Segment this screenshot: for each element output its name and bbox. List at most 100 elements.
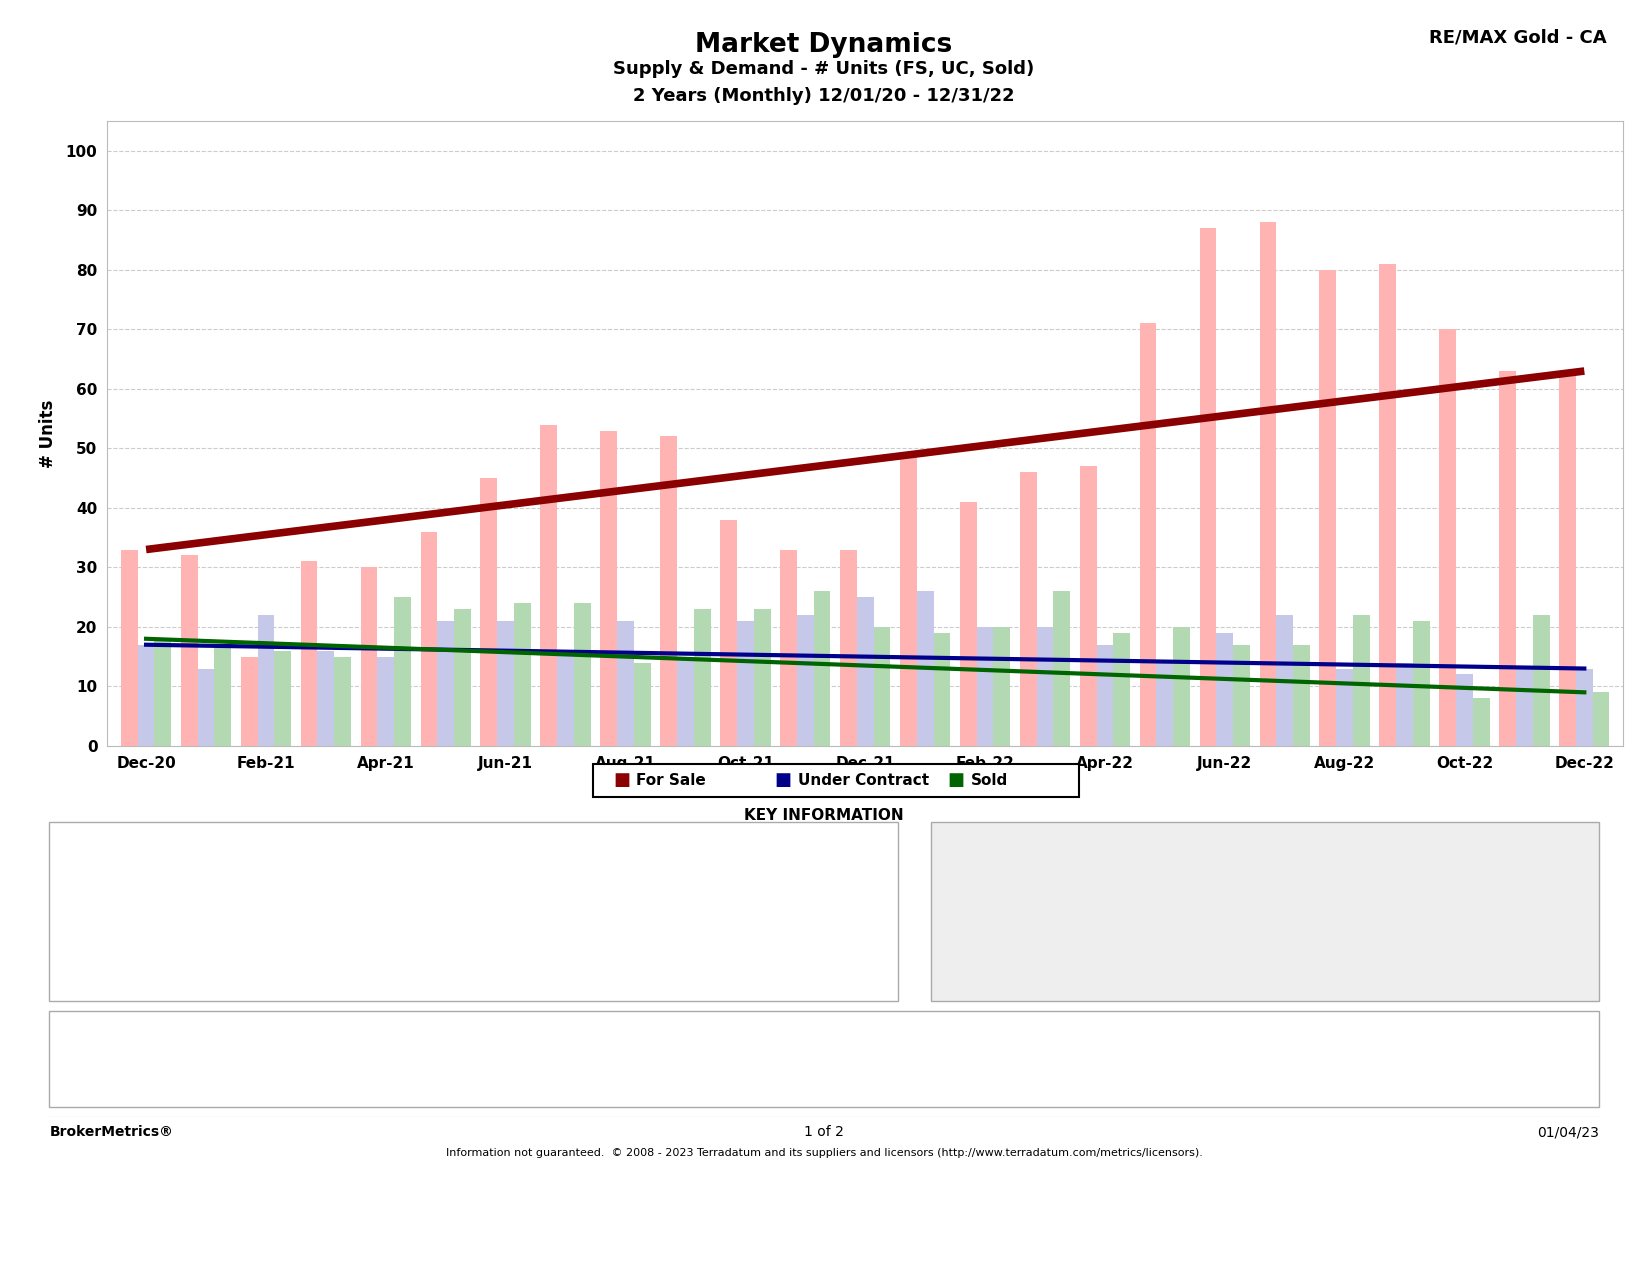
Bar <box>155 639 171 746</box>
Text: 90.9: 90.9 <box>743 881 773 894</box>
Bar <box>1294 645 1310 746</box>
Bar <box>481 478 498 746</box>
Bar <box>720 520 737 746</box>
Text: MLS:: MLS: <box>58 1028 92 1040</box>
Text: # Units Change: # Units Change <box>526 839 648 852</box>
Text: Under Contract: Under Contract <box>66 909 186 922</box>
Text: Construction Type:: Construction Type: <box>755 1028 887 1040</box>
Text: KEY INFORMATION: KEY INFORMATION <box>745 808 903 824</box>
Bar <box>900 454 916 746</box>
Bar <box>574 603 590 746</box>
Text: -9.0: -9.0 <box>574 937 600 950</box>
Bar <box>1114 632 1131 746</box>
Bar <box>933 632 951 746</box>
Text: All: All <box>541 1028 555 1040</box>
Bar <box>814 592 831 746</box>
Bar <box>1173 627 1190 746</box>
Text: UC: UC <box>1257 878 1272 887</box>
Bar <box>335 657 351 746</box>
Bar <box>1096 645 1114 746</box>
Bar <box>1337 668 1353 746</box>
Bar <box>1157 663 1173 746</box>
Text: Sold: Sold <box>1473 878 1496 887</box>
Bar <box>1500 371 1516 746</box>
Bar <box>1079 467 1096 746</box>
Bar <box>1575 668 1592 746</box>
Bar <box>1516 668 1533 746</box>
Bar <box>857 597 873 746</box>
Text: 18.0: 18.0 <box>246 937 275 950</box>
Text: RE/MAX Gold - CA: RE/MAX Gold - CA <box>1429 28 1607 46</box>
Bar <box>1053 592 1070 746</box>
Text: Property Types:: Property Types: <box>58 1061 168 1074</box>
Bar <box>1412 621 1430 746</box>
Text: 9.0: 9.0 <box>397 937 420 950</box>
Bar <box>694 609 710 746</box>
Bar <box>1353 615 1369 746</box>
Text: Market Dynamics: Market Dynamics <box>695 32 953 57</box>
Bar <box>677 657 694 746</box>
Polygon shape <box>1442 863 1528 960</box>
Text: Sq Ft:: Sq Ft: <box>1411 1061 1452 1074</box>
Text: ■: ■ <box>613 771 630 789</box>
Text: Sold: Sold <box>66 937 101 950</box>
Text: 63.0: 63.0 <box>394 881 424 894</box>
Text: -23.5%: -23.5% <box>1248 901 1282 910</box>
Bar <box>300 561 318 746</box>
Text: Bathrooms:: Bathrooms: <box>1216 1028 1297 1040</box>
Text: Dec-20: Dec-20 <box>234 839 287 852</box>
Bar <box>420 532 437 746</box>
Bar <box>1559 371 1575 746</box>
Bar <box>198 668 214 746</box>
Text: Information not guaranteed.  © 2008 - 2023 Terradatum and its suppliers and lice: Information not guaranteed. © 2008 - 202… <box>445 1148 1203 1158</box>
Text: -50.0%: -50.0% <box>1468 901 1503 910</box>
Bar <box>661 436 677 746</box>
Text: Sold: Sold <box>971 773 1009 788</box>
Bar <box>437 621 455 746</box>
Bar <box>181 556 198 746</box>
Text: 13.0: 13.0 <box>394 909 424 922</box>
Text: -23.5: -23.5 <box>740 909 776 922</box>
Text: Percent Change: Percent Change <box>695 839 821 852</box>
Bar <box>361 567 377 746</box>
Bar <box>798 615 814 746</box>
Text: 2 Years (Monthly) 12/01/20 - 12/31/22: 2 Years (Monthly) 12/01/20 - 12/31/22 <box>633 87 1015 105</box>
Text: Supply & Demand - # Units (FS, UC, Sold): Supply & Demand - # Units (FS, UC, Sold) <box>613 60 1035 78</box>
Bar <box>1037 627 1053 746</box>
Bar <box>616 621 634 746</box>
Text: BrokerMetrics®: BrokerMetrics® <box>49 1126 173 1139</box>
Bar <box>455 609 471 746</box>
Bar <box>498 621 514 746</box>
Text: Lot Size:: Lot Size: <box>1411 1028 1472 1040</box>
Bar <box>600 431 616 746</box>
Bar <box>1216 632 1233 746</box>
Bar <box>1200 228 1216 746</box>
Bar <box>1457 674 1473 746</box>
Polygon shape <box>1002 863 1088 960</box>
Text: All: All <box>1328 1028 1343 1040</box>
Text: -4.0: -4.0 <box>574 909 600 922</box>
Bar <box>916 592 933 746</box>
Text: Residential: (Single Family Residence): Residential: (Single Family Residence) <box>198 1061 437 1074</box>
Bar <box>753 609 771 746</box>
Text: Cities:: Cities: <box>58 1094 102 1107</box>
Text: ■: ■ <box>775 771 791 789</box>
Text: All: All <box>1137 1028 1152 1040</box>
Text: 1 of 2: 1 of 2 <box>804 1126 844 1139</box>
Bar <box>241 657 257 746</box>
Polygon shape <box>1223 863 1307 960</box>
Bar <box>514 603 531 746</box>
Text: Bedrooms:: Bedrooms: <box>1035 1028 1111 1040</box>
Bar <box>274 650 292 746</box>
Bar <box>1320 270 1337 746</box>
Text: All: All <box>1496 1061 1511 1074</box>
Bar <box>1533 615 1549 746</box>
Bar <box>840 550 857 746</box>
Bar <box>780 550 798 746</box>
Text: All: All <box>1496 1028 1511 1040</box>
Text: 17.0: 17.0 <box>246 909 275 922</box>
Bar <box>138 645 155 746</box>
Text: For Sale: For Sale <box>636 773 705 788</box>
Bar <box>1592 692 1610 746</box>
Bar <box>377 657 394 746</box>
